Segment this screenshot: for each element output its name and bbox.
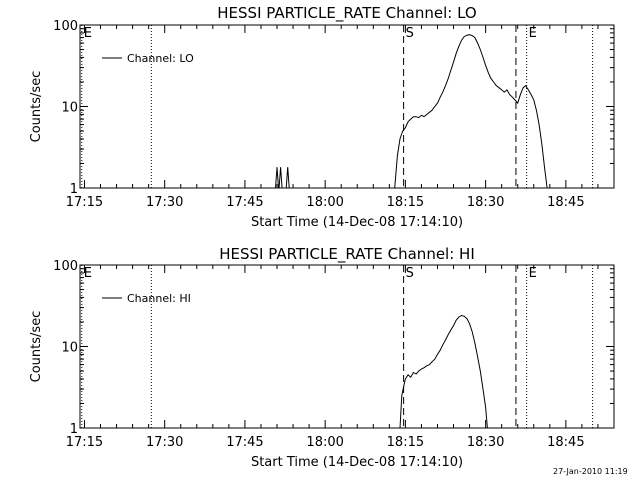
y-axis-label: Counts/sec xyxy=(29,71,44,143)
y-tick-label: 100 xyxy=(53,19,78,34)
y-tick-label: 100 xyxy=(53,259,78,274)
x-tick-label: 18:00 xyxy=(306,195,343,210)
x-tick-label: 18:45 xyxy=(547,435,584,450)
x-axis-label: Start Time (14-Dec-08 17:14:10) xyxy=(251,455,463,470)
x-tick-label: 18:45 xyxy=(547,195,584,210)
x-tick-label: 17:45 xyxy=(226,195,263,210)
legend-entry: Channel: LO xyxy=(127,52,194,65)
marker-label: S xyxy=(406,266,414,281)
x-axis-label: Start Time (14-Dec-08 17:14:10) xyxy=(251,215,463,230)
x-tick-label: 18:15 xyxy=(387,435,424,450)
x-tick-label: 17:15 xyxy=(66,435,103,450)
y-tick-label: 10 xyxy=(61,341,78,356)
x-tick-label: 18:15 xyxy=(387,195,424,210)
y-tick-label: 10 xyxy=(61,101,78,116)
marker-label: E xyxy=(84,26,92,41)
y-tick-label: 1 xyxy=(70,182,78,197)
data-spike xyxy=(275,167,280,189)
x-tick-label: 17:30 xyxy=(146,435,183,450)
x-tick-label: 18:30 xyxy=(467,435,504,450)
y-axis-label: Counts/sec xyxy=(29,311,44,383)
plot-frame xyxy=(79,264,615,429)
chart-title: HESSI PARTICLE_RATE Channel: LO xyxy=(217,4,476,23)
x-tick-label: 18:30 xyxy=(467,195,504,210)
x-tick-label: 17:30 xyxy=(146,195,183,210)
chart-title: HESSI PARTICLE_RATE Channel: HI xyxy=(219,245,475,264)
series-line xyxy=(394,34,548,189)
marker-label: S xyxy=(406,26,414,41)
marker-label: E xyxy=(529,26,537,41)
x-tick-label: 17:15 xyxy=(66,195,103,210)
x-tick-label: 18:00 xyxy=(306,435,343,450)
panel-lo: HESSI PARTICLE_RATE Channel: LO 17:15 17:3… xyxy=(29,4,615,230)
marker-label: E xyxy=(529,266,537,281)
y-tick-label: 1 xyxy=(70,422,78,437)
series-line xyxy=(399,314,488,429)
legend-entry: Channel: HI xyxy=(127,292,191,305)
data-spike xyxy=(285,167,290,189)
plot-frame xyxy=(79,24,615,189)
data-spike xyxy=(278,167,283,189)
marker-label: E xyxy=(84,266,92,281)
footer-timestamp: 27-Jan-2010 11:19 xyxy=(553,467,628,476)
x-tick-label: 17:45 xyxy=(226,435,263,450)
panel-hi: HESSI PARTICLE_RATE Channel: HI 17:15 17:3… xyxy=(29,245,615,470)
